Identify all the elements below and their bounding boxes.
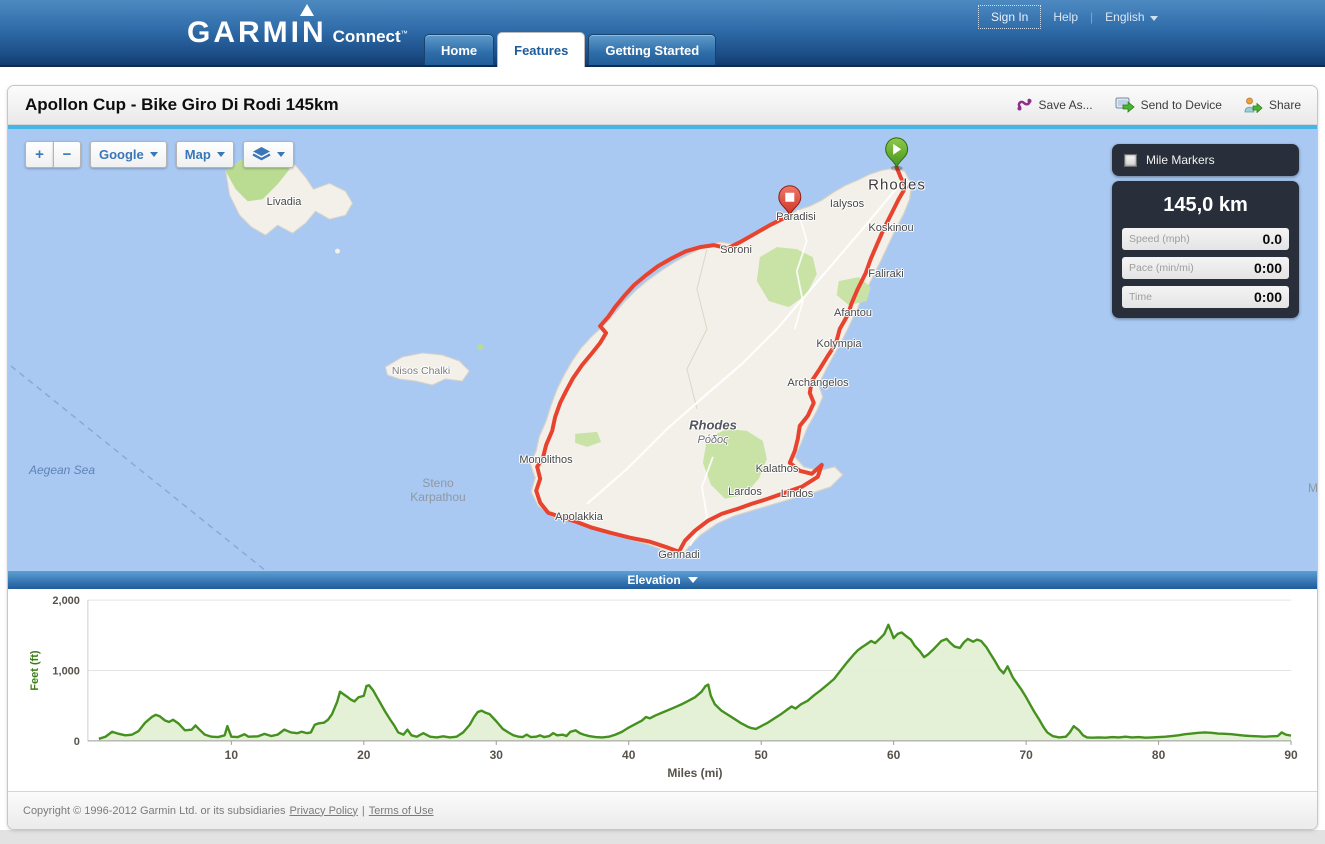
tab-features[interactable]: Features bbox=[497, 32, 586, 67]
sign-in-link[interactable]: Sign In bbox=[978, 5, 1042, 29]
speed-value: 0.0 bbox=[1262, 231, 1282, 247]
mile-markers-panel: Mile Markers bbox=[1112, 144, 1299, 176]
map-type-dropdown[interactable]: Map bbox=[175, 141, 234, 168]
chevron-down-icon bbox=[276, 152, 285, 157]
road bbox=[586, 188, 897, 505]
page-title: Apollon Cup - Bike Giro Di Rodi 145km bbox=[25, 95, 339, 114]
main-nav-tabs: Home Features Getting Started bbox=[424, 32, 719, 67]
speed-stat-row: Speed (mph) 0.0 bbox=[1122, 228, 1289, 250]
x-tick-label: 80 bbox=[1152, 748, 1166, 762]
course-stats-panel: 145,0 km Speed (mph) 0.0 Pace (min/mi) 0… bbox=[1112, 181, 1299, 318]
brand-garmin: GARMIN bbox=[187, 16, 327, 49]
top-links-separator: | bbox=[1090, 10, 1094, 24]
x-tick-label: 50 bbox=[755, 748, 769, 762]
zoom-out-button[interactable]: − bbox=[53, 141, 81, 168]
page-footer: Copyright © 1996-2012 Garmin Ltd. or its… bbox=[8, 791, 1317, 829]
save-as-button[interactable]: Save As... bbox=[1016, 98, 1093, 113]
send-to-device-icon bbox=[1115, 97, 1135, 113]
top-navigation-bar: GARMIN Connect™ Home Features Getting Sta… bbox=[0, 0, 1325, 67]
road bbox=[793, 209, 808, 330]
zoom-in-button[interactable]: + bbox=[25, 141, 53, 168]
privacy-policy-link[interactable]: Privacy Policy bbox=[289, 804, 358, 817]
chevron-down-icon bbox=[687, 577, 698, 583]
x-axis-title: Miles (mi) bbox=[667, 766, 722, 780]
tab-home[interactable]: Home bbox=[424, 34, 495, 65]
garmin-delta-icon bbox=[300, 4, 314, 16]
time-label: Time bbox=[1129, 291, 1152, 303]
terms-of-use-link[interactable]: Terms of Use bbox=[368, 804, 434, 817]
boundary-line bbox=[686, 249, 708, 410]
help-link[interactable]: Help bbox=[1053, 10, 1079, 24]
mile-markers-checkbox[interactable] bbox=[1124, 153, 1137, 167]
stop-marker-icon[interactable] bbox=[778, 185, 802, 219]
page-body: Apollon Cup - Bike Giro Di Rodi 145km Sa… bbox=[0, 67, 1325, 830]
layers-dropdown[interactable] bbox=[242, 141, 294, 168]
copyright-text: Copyright © 1996-2012 Garmin Ltd. or its… bbox=[23, 804, 286, 817]
title-accent-line bbox=[8, 125, 1317, 129]
start-marker-icon[interactable] bbox=[885, 137, 909, 171]
elevation-line bbox=[98, 623, 1292, 740]
total-distance: 145,0 km bbox=[1163, 194, 1248, 216]
zoom-controls: + − bbox=[25, 141, 81, 168]
x-tick-label: 90 bbox=[1284, 748, 1298, 762]
top-links: Sign In Help | English bbox=[978, 5, 1170, 29]
share-icon bbox=[1244, 97, 1263, 113]
send-to-device-button[interactable]: Send to Device bbox=[1115, 97, 1222, 113]
elevation-chart-area: 0 1,000 2,000 10 20 30 40 50 60 70 80 90 Feet (ft) Mi… bbox=[8, 589, 1317, 791]
islet-green bbox=[477, 344, 484, 350]
x-tick-label: 20 bbox=[357, 748, 371, 762]
pace-stat-row: Pace (min/mi) 0:00 bbox=[1122, 257, 1289, 279]
park-area bbox=[702, 428, 767, 499]
road bbox=[689, 456, 714, 547]
course-map[interactable]: Livadia Nisos Chalki Aegean Sea Steno Karpa… bbox=[8, 129, 1317, 571]
y-axis-title: Feet (ft) bbox=[29, 650, 41, 691]
x-tick-label: 60 bbox=[887, 748, 901, 762]
y-tick-label: 0 bbox=[74, 736, 80, 748]
x-tick-label: 70 bbox=[1019, 748, 1033, 762]
language-selector[interactable]: English bbox=[1093, 10, 1169, 24]
brand-tm: ™ bbox=[400, 30, 408, 38]
course-card: Apollon Cup - Bike Giro Di Rodi 145km Sa… bbox=[7, 85, 1318, 830]
elevation-area bbox=[98, 624, 1292, 741]
footer-separator: | bbox=[361, 804, 365, 817]
map-controls: + − Google Map bbox=[25, 141, 294, 168]
share-button[interactable]: Share bbox=[1244, 97, 1301, 113]
y-tick-label: 1,000 bbox=[52, 666, 79, 678]
elevation-chart: 0 1,000 2,000 10 20 30 40 50 60 70 80 90 Feet (ft) Mi… bbox=[29, 595, 1298, 780]
chevron-down-icon bbox=[216, 152, 225, 157]
brand-connect: Connect bbox=[332, 27, 401, 46]
chevron-down-icon bbox=[149, 152, 158, 157]
pace-value: 0:00 bbox=[1253, 260, 1282, 276]
mile-markers-label: Mile Markers bbox=[1146, 153, 1215, 167]
course-actions: Save As... Send to Device bbox=[994, 97, 1301, 113]
time-stat-row: Time 0:00 bbox=[1122, 286, 1289, 308]
chalki-island bbox=[384, 352, 470, 386]
y-tick-label: 2,000 bbox=[52, 595, 79, 607]
chevron-down-icon bbox=[1149, 16, 1158, 21]
x-tick-label: 40 bbox=[622, 748, 636, 762]
elevation-header-label: Elevation bbox=[627, 573, 681, 587]
x-tick-label: 10 bbox=[225, 748, 239, 762]
map-canvas bbox=[8, 129, 1317, 571]
garmin-connect-logo: GARMIN Connect™ bbox=[187, 4, 408, 50]
elevation-section-header[interactable]: Elevation bbox=[8, 571, 1317, 589]
base-layer-dropdown[interactable]: Google bbox=[90, 141, 167, 168]
time-value: 0:00 bbox=[1253, 289, 1282, 305]
pace-label: Pace (min/mi) bbox=[1129, 262, 1194, 274]
speed-label: Speed (mph) bbox=[1129, 233, 1190, 245]
course-title-bar: Apollon Cup - Bike Giro Di Rodi 145km Sa… bbox=[8, 86, 1317, 125]
islet bbox=[335, 248, 340, 254]
layers-icon bbox=[252, 147, 271, 161]
tab-getting-started[interactable]: Getting Started bbox=[588, 34, 717, 65]
course-route-line bbox=[534, 165, 908, 554]
park-area bbox=[575, 431, 602, 447]
x-tick-label: 30 bbox=[490, 748, 504, 762]
save-as-icon bbox=[1017, 98, 1032, 110]
